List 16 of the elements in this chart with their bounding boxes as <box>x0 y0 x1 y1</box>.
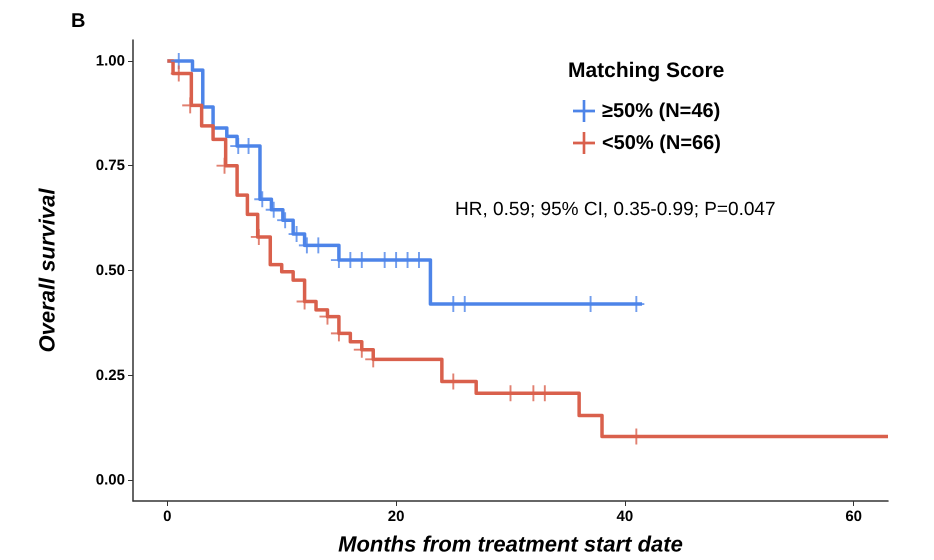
y-tick-label: 0.75 <box>96 157 125 174</box>
y-axis-title: Overall survival <box>34 188 60 352</box>
x-axis-title: Months from treatment start date <box>338 532 683 556</box>
x-tick-label: 20 <box>388 508 404 525</box>
legend-label: <50% (N=66) <box>602 132 721 154</box>
y-tick-label: 0.00 <box>96 472 125 489</box>
x-tick-label: 0 <box>163 508 172 525</box>
legend-label: ≥50% (N=46) <box>602 100 720 122</box>
x-tick-label: 60 <box>845 508 862 525</box>
x-tick-label: 40 <box>616 508 634 525</box>
y-tick-label: 0.25 <box>96 366 125 384</box>
legend-title: Matching Score <box>568 59 724 82</box>
annotation: HR, 0.59; 95% CI, 0.35-0.99; P=0.047 <box>455 199 776 220</box>
y-tick-label: 0.50 <box>96 262 125 279</box>
chart-title: B <box>71 10 86 32</box>
y-tick-label: 1.00 <box>96 52 125 70</box>
